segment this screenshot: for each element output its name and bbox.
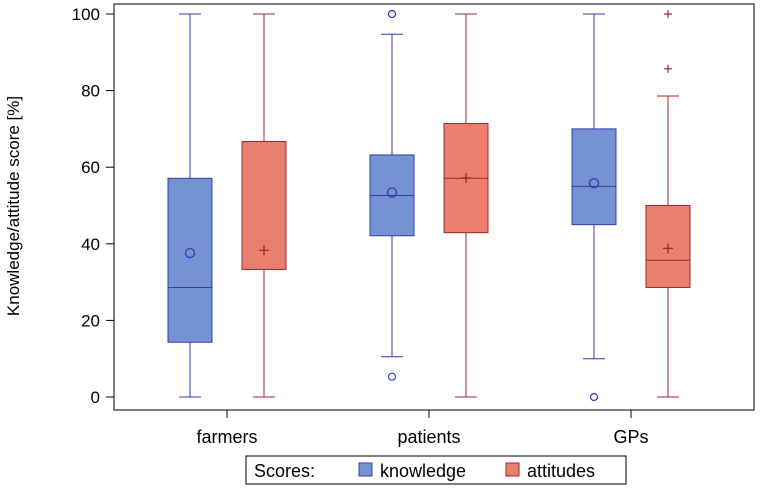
y-tick-label: 100 (72, 5, 100, 24)
box-attitudes-patients (443, 13, 489, 398)
mean-marker (588, 178, 600, 189)
outlier-point (664, 64, 672, 73)
outlier-point (387, 9, 397, 19)
outlier-point (589, 392, 599, 402)
x-tick-label: GPs (613, 427, 648, 447)
mean-marker (461, 172, 471, 183)
plot-frame (113, 3, 755, 411)
y-tick-label: 20 (81, 311, 100, 330)
box-series (167, 9, 691, 402)
box-body (167, 177, 213, 343)
y-axis: 0 20 40 60 80 100 (72, 5, 114, 407)
legend: Scores: knowledge attitudes (245, 455, 627, 485)
box-knowledge-GPs (571, 13, 617, 402)
x-tick-label: patients (397, 427, 460, 447)
legend-title: Scores: (254, 461, 315, 481)
outlier-point (664, 10, 672, 18)
legend-swatch-attitudes (505, 462, 520, 477)
legend-label-knowledge: knowledge (380, 461, 466, 481)
y-tick-label: 60 (81, 158, 100, 177)
box-knowledge-patients (369, 9, 415, 381)
x-axis: farmers patients GPs (196, 410, 649, 447)
outlier-point (387, 372, 397, 381)
y-tick-label: 0 (91, 388, 100, 407)
y-axis-title: Knowledge/attitude score [%] (4, 96, 23, 316)
mean-marker (259, 245, 269, 256)
mean-marker (184, 247, 196, 259)
y-tick-label: 40 (81, 235, 100, 254)
box-body (571, 128, 617, 226)
legend-frame (245, 455, 627, 485)
box-attitudes-farmers (241, 13, 287, 398)
legend-swatch-knowledge (358, 462, 373, 477)
y-tick-label: 80 (81, 82, 100, 101)
x-tick-label: farmers (196, 427, 257, 447)
box-knowledge-farmers (167, 13, 213, 398)
mean-marker (663, 243, 673, 254)
mean-marker (386, 187, 398, 198)
box-attitudes-GPs (645, 10, 691, 398)
legend-label-attitudes: attitudes (527, 461, 595, 481)
